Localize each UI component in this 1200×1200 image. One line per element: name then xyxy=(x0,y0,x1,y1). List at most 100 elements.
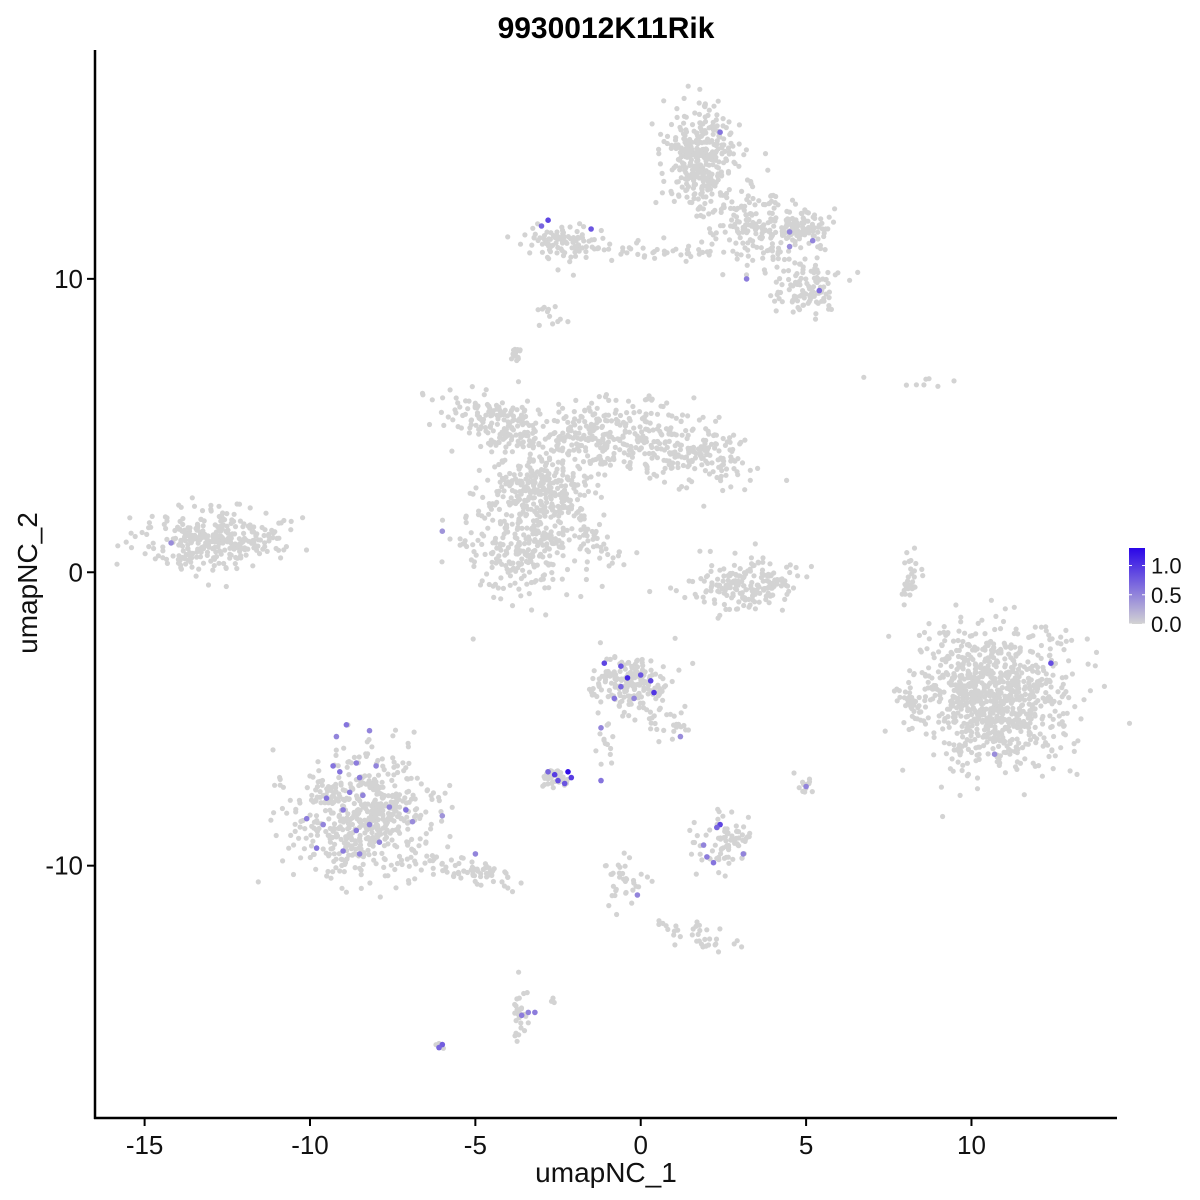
cell-point xyxy=(771,223,777,229)
cell-point xyxy=(939,642,945,649)
cell-point xyxy=(700,437,707,443)
cell-point xyxy=(397,830,403,836)
cell-point xyxy=(944,670,950,677)
cell-point xyxy=(713,117,719,123)
cell-point xyxy=(699,455,705,461)
cell-point xyxy=(1085,661,1091,667)
cell-point xyxy=(959,729,965,735)
cell-point xyxy=(710,209,716,215)
cell-point xyxy=(911,672,917,678)
expressing-cell-point xyxy=(518,1012,525,1019)
cell-point xyxy=(720,461,727,468)
cell-point xyxy=(506,441,512,447)
cell-point xyxy=(224,539,231,545)
cell-point xyxy=(550,462,556,468)
cell-point xyxy=(992,731,999,737)
cell-point xyxy=(616,703,623,709)
cell-point xyxy=(249,529,255,535)
cell-point xyxy=(198,516,204,523)
cell-point xyxy=(128,545,135,551)
cell-point xyxy=(253,533,259,539)
cell-point xyxy=(726,844,732,850)
cell-point xyxy=(792,201,799,207)
cell-point xyxy=(560,532,566,538)
cell-point xyxy=(992,724,998,730)
cell-point xyxy=(996,743,1002,750)
cell-point xyxy=(981,743,987,749)
cell-point xyxy=(591,426,598,432)
cell-point xyxy=(387,830,393,836)
cell-point xyxy=(498,596,504,602)
cell-point xyxy=(956,628,962,634)
cell-point xyxy=(953,683,959,689)
cell-point xyxy=(216,513,222,520)
cell-point xyxy=(579,245,585,251)
cell-point xyxy=(702,114,708,120)
cell-point xyxy=(148,524,154,530)
cell-point xyxy=(1007,751,1013,757)
cell-point xyxy=(325,788,331,794)
cell-point xyxy=(624,410,630,416)
cell-point xyxy=(711,432,717,439)
cell-point xyxy=(139,529,145,536)
cell-point xyxy=(950,638,957,644)
cell-point xyxy=(724,439,730,445)
cell-point xyxy=(958,619,964,625)
cell-point xyxy=(412,796,418,802)
cell-point xyxy=(755,465,761,471)
cell-point xyxy=(142,551,148,557)
cell-point xyxy=(894,698,900,704)
cell-point xyxy=(664,712,670,718)
cell-point xyxy=(512,531,518,537)
cell-point xyxy=(555,459,561,465)
cell-point xyxy=(739,855,745,861)
cell-point xyxy=(902,591,908,597)
cell-point xyxy=(586,238,592,244)
cell-point xyxy=(682,594,688,601)
cell-point xyxy=(718,169,725,175)
cell-point xyxy=(739,188,745,194)
cell-point xyxy=(485,430,491,436)
cell-point xyxy=(977,697,984,704)
cell-point xyxy=(572,249,578,255)
cell-point xyxy=(901,602,907,608)
y-tick-label: -10 xyxy=(45,851,83,881)
cell-point xyxy=(330,834,336,841)
cell-point xyxy=(959,767,965,774)
cell-point xyxy=(345,811,351,817)
cell-point xyxy=(180,548,186,554)
cell-point xyxy=(447,782,453,789)
cell-point xyxy=(366,815,372,821)
cell-point xyxy=(803,291,809,297)
cell-point xyxy=(942,638,948,644)
cell-point xyxy=(596,417,603,424)
cell-point xyxy=(773,279,779,285)
cell-point xyxy=(389,777,395,784)
cell-point xyxy=(496,488,502,494)
cell-point xyxy=(595,710,601,716)
cell-point xyxy=(357,842,364,848)
cell-point xyxy=(346,772,352,778)
cell-point xyxy=(764,578,770,584)
cell-point xyxy=(424,787,431,793)
cell-point xyxy=(1015,666,1022,672)
cell-point xyxy=(541,236,547,242)
cell-point xyxy=(396,811,402,817)
cell-point xyxy=(1011,630,1017,637)
cell-point xyxy=(439,517,446,523)
cell-point xyxy=(1000,717,1006,723)
cell-point xyxy=(606,397,612,403)
cell-point xyxy=(1032,685,1038,691)
cell-point xyxy=(724,582,730,588)
cell-point xyxy=(212,539,218,545)
cell-point xyxy=(959,654,965,661)
cell-point xyxy=(965,672,971,678)
cell-point xyxy=(518,1006,525,1012)
cell-point xyxy=(559,504,565,510)
cell-point xyxy=(606,687,613,694)
expressing-cell-point xyxy=(677,733,684,740)
cell-point xyxy=(1084,636,1090,642)
cell-point xyxy=(629,680,635,686)
cell-point xyxy=(585,526,591,532)
cell-point xyxy=(1058,634,1064,640)
